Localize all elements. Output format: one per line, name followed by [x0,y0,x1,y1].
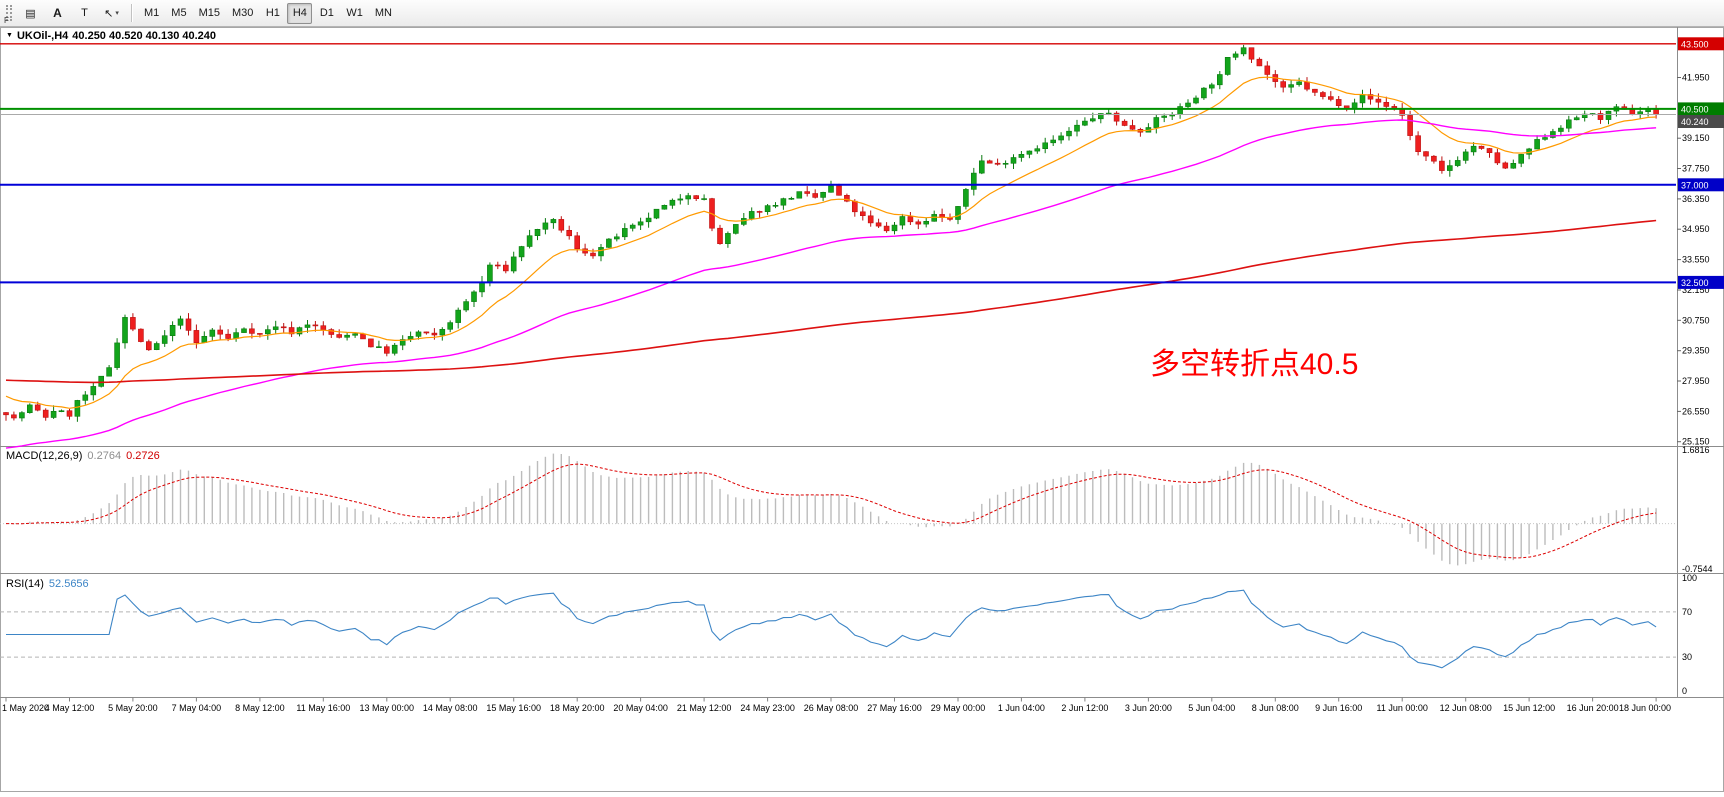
svg-text:27 May 16:00: 27 May 16:00 [867,703,922,713]
svg-text:11 May 16:00: 11 May 16:00 [296,703,350,713]
svg-text:36.350: 36.350 [1682,194,1710,204]
svg-text:37.750: 37.750 [1682,164,1710,174]
timeframe-button-w1[interactable]: W1 [346,7,363,19]
svg-text:18 Jun 00:00: 18 Jun 00:00 [1619,703,1671,713]
toolbar-grip[interactable] [6,5,12,21]
svg-text:30: 30 [1682,652,1692,662]
svg-text:70: 70 [1682,607,1692,617]
svg-text:41.950: 41.950 [1682,73,1710,83]
timeframe-button-m15[interactable]: M15 [198,7,220,19]
macd-indicator-label: MACD(12,26,9) 0.2764 0.2726 [6,450,165,462]
rsi-indicator-label: RSI(14) 52.5656 [6,578,94,590]
svg-text:3 Jun 20:00: 3 Jun 20:00 [1125,703,1172,713]
toolbar-f-label: F [4,16,9,25]
timeframe-button-m1[interactable]: M1 [144,7,160,19]
svg-text:16 Jun 20:00: 16 Jun 20:00 [1567,703,1619,713]
chart-text-annotation: 多空转折点40.5 [1150,348,1359,381]
svg-text:32.500: 32.500 [1681,278,1709,288]
chart-title: ▼ UKOil-,H4 40.250 40.520 40.130 40.240 [6,30,220,42]
svg-text:8 Jun 08:00: 8 Jun 08:00 [1252,703,1299,713]
svg-text:100: 100 [1682,573,1697,583]
svg-text:1 Jun 04:00: 1 Jun 04:00 [998,703,1045,713]
svg-text:1.6816: 1.6816 [1682,445,1710,455]
toolbar-icon-group: ▤ A T ↖ ▾ [17,3,125,24]
timeframe-button-h1[interactable]: H1 [265,7,280,19]
svg-text:26 May 08:00: 26 May 08:00 [804,703,859,713]
symbol-timeframe-label: UKOil-,H4 [16,30,69,42]
svg-text:12 Jun 08:00: 12 Jun 08:00 [1440,703,1492,713]
chart-list-icon[interactable]: ▤ [25,7,36,20]
rsi-name: RSI(14) [6,578,44,590]
svg-text:39.150: 39.150 [1682,133,1710,143]
timeframe-button-m5[interactable]: M5 [171,7,187,19]
chart-plot-area[interactable]: 41.950 39.150 37.750 36.350 34.950 33.550 32.1… [0,27,1724,792]
letter-a-icon[interactable]: A [53,6,62,20]
svg-text:26.550: 26.550 [1682,406,1710,416]
toolbar: ▤ A T ↖ ▾ M1 M5 M15 M30 H1 H4 D1 W1 MN [0,0,1724,27]
svg-text:30.750: 30.750 [1682,315,1710,325]
svg-text:15 Jun 12:00: 15 Jun 12:00 [1503,703,1555,713]
macd-signal-value: 0.2726 [126,450,160,462]
toolbar-separator [131,4,132,22]
chart-window[interactable]: 41.950 39.150 37.750 36.350 34.950 33.550 32.1… [0,27,1724,792]
macd-name: MACD(12,26,9) [6,450,83,462]
letter-t-icon[interactable]: T [81,7,88,19]
svg-text:34.950: 34.950 [1682,224,1710,234]
svg-text:9 Jun 16:00: 9 Jun 16:00 [1315,703,1362,713]
svg-text:14 May 08:00: 14 May 08:00 [423,703,478,713]
svg-text:18 May 20:00: 18 May 20:00 [550,703,605,713]
svg-text:32.150: 32.150 [1682,285,1710,295]
timeframe-button-d1[interactable]: D1 [319,7,334,19]
svg-text:33.550: 33.550 [1682,255,1710,265]
svg-text:21 May 12:00: 21 May 12:00 [677,703,732,713]
timeframe-button-m30[interactable]: M30 [231,7,254,19]
chart-svg[interactable]: 41.950 39.150 37.750 36.350 34.950 33.550 32.1… [0,27,1724,792]
ohlc-values: 40.250 40.520 40.130 40.240 [72,30,217,42]
svg-text:37.000: 37.000 [1681,180,1709,190]
macd-main-value: 0.2764 [87,450,122,462]
svg-text:5 Jun 04:00: 5 Jun 04:00 [1188,703,1235,713]
draw-arrow-icon[interactable]: ↖ ▾ [104,7,119,20]
timeframe-button-h4[interactable]: H4 [287,2,313,24]
svg-text:25.150: 25.150 [1682,437,1710,447]
svg-text:29 May 00:00: 29 May 00:00 [931,703,986,713]
timeframe-button-mn[interactable]: MN [374,7,392,19]
svg-text:8 May 12:00: 8 May 12:00 [235,703,285,713]
svg-text:40.500: 40.500 [1681,104,1709,114]
svg-text:2 Jun 12:00: 2 Jun 12:00 [1061,703,1108,713]
svg-text:15 May 16:00: 15 May 16:00 [486,703,541,713]
collapse-arrow-icon[interactable]: ▼ [6,32,13,39]
svg-text:11 Jun 00:00: 11 Jun 00:00 [1377,703,1428,713]
svg-text:-0.7544: -0.7544 [1682,564,1713,574]
svg-text:20 May 04:00: 20 May 04:00 [613,703,668,713]
svg-text:4 May 12:00: 4 May 12:00 [45,703,95,713]
svg-text:24 May 23:00: 24 May 23:00 [740,703,795,713]
svg-text:13 May 00:00: 13 May 00:00 [360,703,415,713]
svg-text:1 May 2020: 1 May 2020 [2,703,49,713]
svg-text:7 May 04:00: 7 May 04:00 [172,703,222,713]
svg-text:43.500: 43.500 [1681,39,1709,49]
rsi-value: 52.5656 [48,578,89,590]
chevron-down-icon: ▾ [115,10,119,17]
svg-text:0: 0 [1682,686,1687,696]
timeframe-button-group: M1 M5 M15 M30 H1 H4 D1 W1 MN [138,2,398,24]
svg-text:29.350: 29.350 [1682,346,1710,356]
svg-text:27.950: 27.950 [1682,376,1710,386]
svg-text:5 May 20:00: 5 May 20:00 [108,703,158,713]
svg-text:40.240: 40.240 [1681,117,1709,127]
